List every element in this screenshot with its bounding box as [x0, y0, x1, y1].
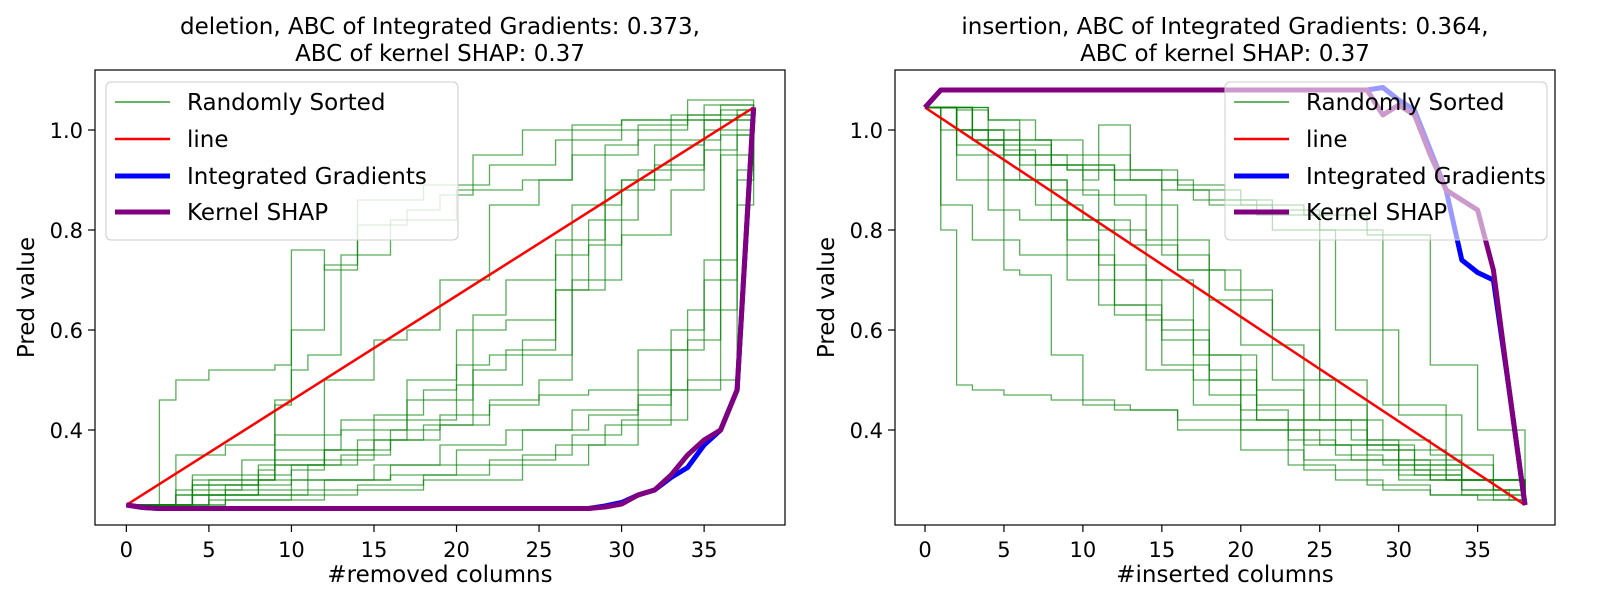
x-tick-label: 15	[361, 538, 388, 562]
main-series-group	[125, 106, 757, 511]
chart-title-line1: deletion, ABC of Integrated Gradients: 0…	[180, 14, 700, 40]
chart-title-line2: ABC of kernel SHAP: 0.37	[1080, 41, 1370, 67]
y-tick-label: 0.8	[50, 219, 83, 243]
y-axis-label: Pred value	[14, 237, 40, 358]
random-series-group	[925, 106, 1526, 505]
x-tick-label: 30	[608, 538, 635, 562]
x-tick-label: 20	[443, 538, 470, 562]
random-sorted-curve-12	[925, 106, 1526, 505]
x-tick-label: 5	[202, 538, 215, 562]
x-tick-label: 10	[278, 538, 305, 562]
legend-box	[105, 81, 459, 241]
y-axis-label: Pred value	[814, 237, 840, 358]
y-tick-label: 1.0	[50, 119, 83, 143]
x-tick-label: 0	[918, 538, 931, 562]
legend-label-kernel-shap: Kernel SHAP	[187, 200, 328, 226]
random-sorted-curve-9	[126, 107, 755, 506]
y-tick-label: 0.8	[850, 219, 883, 243]
x-tick-label: 0	[120, 538, 133, 562]
insertion-chart: insertion, ABC of Integrated Gradients: …	[814, 14, 1556, 588]
plot-frame	[94, 69, 786, 526]
x-tick-label: 30	[1385, 538, 1412, 562]
random-sorted-curve-15	[126, 107, 755, 506]
chart-title-line2: ABC of kernel SHAP: 0.37	[295, 41, 585, 67]
kernel-shap-curve	[126, 107, 757, 511]
y-tick-label: 0.6	[50, 319, 83, 343]
legend-label-ig: Integrated Gradients	[1306, 164, 1546, 190]
plot-frame	[894, 69, 1556, 526]
y-tick-label: 0.4	[850, 419, 883, 443]
x-tick-label: 35	[1464, 538, 1491, 562]
deletion-chart: deletion, ABC of Integrated Gradients: 0…	[14, 14, 786, 588]
legend-label-line: line	[187, 127, 229, 153]
random-sorted-curve-16	[126, 107, 755, 506]
x-tick-label: 25	[526, 538, 553, 562]
random-sorted-curve-12	[126, 107, 755, 506]
x-ticks: 0 5 10 15 20 25 30 35	[120, 525, 718, 562]
legend-label-random: Randomly Sorted	[187, 90, 385, 116]
random-sorted-curve-11	[126, 107, 755, 506]
x-axis-label: #inserted columns	[1116, 562, 1334, 588]
y-tick-label: 0.6	[850, 319, 883, 343]
x-tick-label: 25	[1306, 538, 1333, 562]
legend-label-ig: Integrated Gradients	[187, 164, 427, 190]
random-sorted-curve-16	[925, 106, 1526, 505]
legend-label-random: Randomly Sorted	[1306, 90, 1504, 116]
legend: Randomly Sorted line Integrated Gradient…	[1224, 81, 1548, 241]
legend-label-kernel-shap: Kernel SHAP	[1306, 200, 1447, 226]
x-tick-label: 10	[1070, 538, 1097, 562]
legend-label-line: line	[1306, 127, 1348, 153]
legend: Randomly Sorted line Integrated Gradient…	[105, 81, 459, 241]
chart-title-line1: insertion, ABC of Integrated Gradients: …	[961, 14, 1488, 40]
reference-line	[924, 106, 1526, 507]
reference-line	[125, 106, 755, 507]
legend-box	[1224, 81, 1548, 241]
x-tick-label: 35	[691, 538, 718, 562]
x-ticks: 0 5 10 15 20 25 30 35	[918, 525, 1491, 562]
y-tick-label: 0.4	[50, 419, 83, 443]
x-axis-label: #removed columns	[327, 562, 552, 588]
x-tick-label: 20	[1227, 538, 1254, 562]
y-ticks: 0.4 0.6 0.8 1.0	[50, 119, 95, 443]
y-ticks: 0.4 0.6 0.8 1.0	[850, 119, 895, 443]
x-tick-label: 15	[1148, 538, 1175, 562]
y-tick-label: 1.0	[850, 119, 883, 143]
x-tick-label: 5	[997, 538, 1010, 562]
